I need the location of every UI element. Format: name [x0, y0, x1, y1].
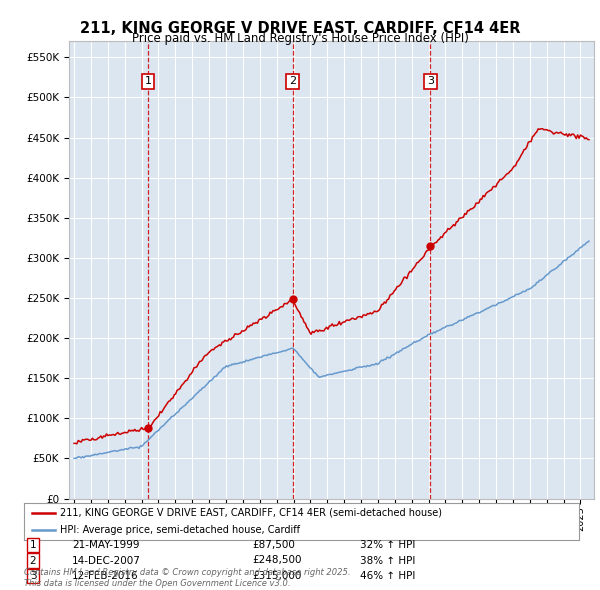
Text: £315,000: £315,000	[252, 571, 301, 581]
Text: 2: 2	[29, 556, 37, 565]
Text: 1: 1	[145, 77, 152, 86]
Text: 12-FEB-2016: 12-FEB-2016	[72, 571, 139, 581]
Text: £248,500: £248,500	[252, 556, 302, 565]
Text: £87,500: £87,500	[252, 540, 295, 550]
Text: 21-MAY-1999: 21-MAY-1999	[72, 540, 139, 550]
Text: 211, KING GEORGE V DRIVE EAST, CARDIFF, CF14 4ER: 211, KING GEORGE V DRIVE EAST, CARDIFF, …	[80, 21, 520, 35]
Text: Price paid vs. HM Land Registry's House Price Index (HPI): Price paid vs. HM Land Registry's House …	[131, 32, 469, 45]
Text: 1: 1	[29, 540, 37, 550]
Text: 38% ↑ HPI: 38% ↑ HPI	[360, 556, 415, 565]
Text: 14-DEC-2007: 14-DEC-2007	[72, 556, 141, 565]
Text: HPI: Average price, semi-detached house, Cardiff: HPI: Average price, semi-detached house,…	[60, 525, 300, 535]
Text: Contains HM Land Registry data © Crown copyright and database right 2025.
This d: Contains HM Land Registry data © Crown c…	[24, 568, 350, 588]
Text: 2: 2	[289, 77, 296, 86]
Text: 32% ↑ HPI: 32% ↑ HPI	[360, 540, 415, 550]
Text: 211, KING GEORGE V DRIVE EAST, CARDIFF, CF14 4ER (semi-detached house): 211, KING GEORGE V DRIVE EAST, CARDIFF, …	[60, 508, 442, 517]
Text: 3: 3	[427, 77, 434, 86]
Text: 46% ↑ HPI: 46% ↑ HPI	[360, 571, 415, 581]
Text: 3: 3	[29, 571, 37, 581]
